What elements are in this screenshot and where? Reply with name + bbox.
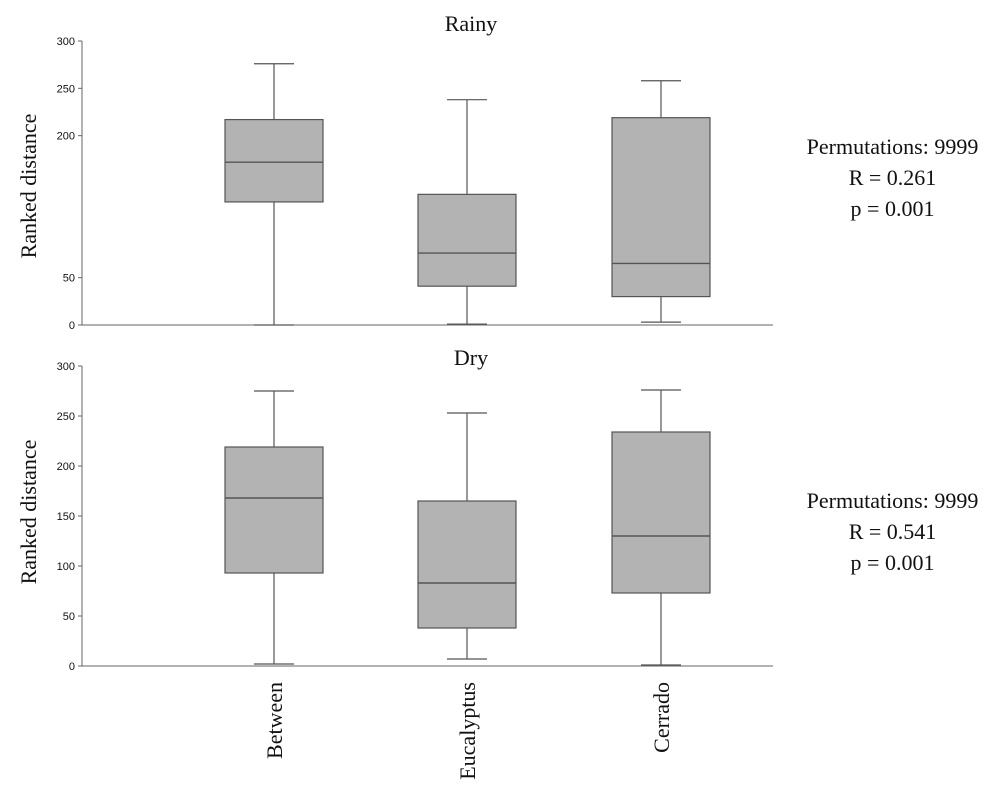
- y-tick-label: 250: [57, 83, 75, 95]
- box-iqr: [417, 193, 517, 287]
- box-iqr: [224, 446, 324, 574]
- box-cerrado: [611, 80, 711, 323]
- x-category-label: Cerrado: [649, 682, 674, 753]
- x-category-label: Between: [262, 682, 287, 759]
- y-tick-label: 0: [69, 661, 75, 673]
- chart-panel-rainy: Rainy Ranked distance 0 50 200 250 300: [16, 11, 773, 332]
- y-tick-label: 300: [57, 361, 75, 373]
- box-iqr: [611, 117, 711, 298]
- stats-dry: Permutations: 9999 R = 0.541 p = 0.001: [770, 485, 1003, 578]
- chart-title: Dry: [454, 345, 488, 370]
- y-tick-label: 50: [63, 273, 75, 285]
- x-category-label: Eucalyptus: [455, 682, 480, 780]
- chart-panel-dry: Dry Ranked distance 0 50 100 150 200 250 300 Betw…: [16, 345, 773, 780]
- y-tick-label: 200: [57, 461, 75, 473]
- permutations-text: Permutations: 9999: [806, 134, 979, 159]
- y-axis-label: Ranked distance: [16, 440, 41, 585]
- y-axis-label: Ranked distance: [16, 114, 41, 259]
- y-tick-label: 0: [69, 320, 75, 332]
- box-iqr: [224, 118, 324, 203]
- r-statistic-text: R = 0.261: [848, 165, 937, 190]
- y-tick-label: 250: [57, 411, 75, 423]
- y-tick-label: 300: [57, 36, 75, 48]
- box-between: [224, 390, 324, 665]
- stats-rainy: Permutations: 9999 R = 0.261 p = 0.001: [770, 131, 1003, 224]
- permutations-text: Permutations: 9999: [806, 488, 979, 513]
- r-statistic-text: R = 0.541: [848, 519, 937, 544]
- y-tick-label: 200: [57, 131, 75, 143]
- box-iqr: [611, 431, 711, 594]
- y-tick-label: 50: [63, 611, 75, 623]
- chart-title: Rainy: [445, 11, 498, 36]
- box-iqr: [417, 500, 517, 629]
- box-eucalyptus: [417, 412, 517, 660]
- y-tick-label: 100: [57, 561, 75, 573]
- y-tick-label: 150: [57, 511, 75, 523]
- p-value-text: p = 0.001: [850, 550, 935, 575]
- p-value-text: p = 0.001: [850, 196, 935, 221]
- box-eucalyptus: [417, 99, 517, 325]
- box-cerrado: [611, 389, 711, 666]
- box-between: [224, 63, 324, 326]
